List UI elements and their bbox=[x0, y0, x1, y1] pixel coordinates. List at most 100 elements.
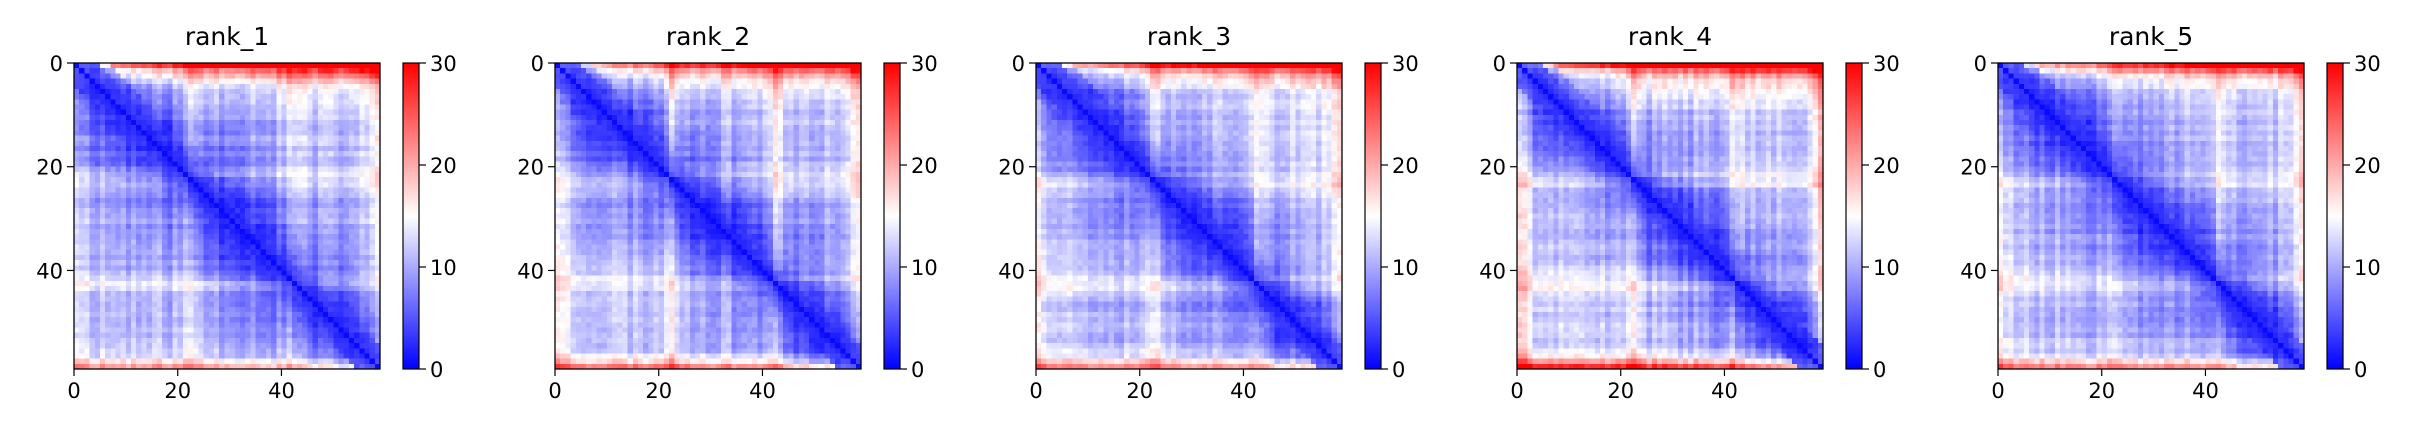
heatmap-cell bbox=[229, 306, 236, 313]
heatmap-cell bbox=[219, 311, 226, 318]
heatmap-cell bbox=[752, 114, 758, 121]
heatmap-cell bbox=[131, 171, 137, 178]
heatmap-cell bbox=[141, 197, 148, 204]
heatmap-cell bbox=[167, 99, 174, 106]
heatmap-cell bbox=[286, 286, 293, 292]
heatmap-cell bbox=[219, 208, 226, 215]
heatmap-cell bbox=[271, 244, 277, 251]
heatmap-cell bbox=[317, 99, 324, 106]
heatmap-cell bbox=[359, 348, 366, 355]
heatmap-cell bbox=[271, 286, 277, 292]
heatmap-cell bbox=[648, 182, 655, 189]
heatmap-cell bbox=[203, 68, 210, 74]
heatmap-cell bbox=[689, 151, 696, 157]
heatmap-cell bbox=[726, 68, 732, 74]
heatmap-cell bbox=[829, 63, 836, 69]
x-tick-label: 0 bbox=[67, 379, 80, 403]
heatmap-cell bbox=[632, 177, 639, 183]
heatmap-cell bbox=[177, 337, 184, 344]
heatmap-cell bbox=[343, 280, 350, 287]
heatmap-cell bbox=[229, 322, 236, 329]
heatmap-cell bbox=[312, 223, 319, 230]
heatmap-cell bbox=[245, 223, 251, 230]
heatmap-cell bbox=[229, 249, 236, 256]
heatmap-cell bbox=[333, 187, 340, 194]
heatmap-cell bbox=[99, 286, 106, 292]
heatmap-cell bbox=[354, 151, 360, 157]
heatmap-cell bbox=[359, 239, 366, 246]
heatmap-cell bbox=[188, 120, 194, 126]
heatmap-cell bbox=[286, 120, 293, 126]
heatmap-cell bbox=[131, 63, 137, 69]
heatmap-cell bbox=[855, 78, 862, 85]
heatmap-cell bbox=[695, 135, 701, 142]
heatmap-cell bbox=[560, 63, 566, 69]
heatmap-cell bbox=[757, 68, 764, 74]
heatmap-cell bbox=[322, 203, 329, 209]
heatmap-cell bbox=[265, 213, 272, 220]
heatmap-cell bbox=[291, 306, 298, 313]
heatmap-cell bbox=[156, 135, 163, 142]
heatmap-cell bbox=[245, 156, 251, 163]
heatmap-cell bbox=[814, 125, 821, 132]
heatmap-cell bbox=[193, 249, 200, 256]
heatmap-cell bbox=[136, 322, 143, 329]
heatmap-cell bbox=[778, 140, 784, 147]
heatmap-cell bbox=[814, 114, 821, 121]
heatmap-cell bbox=[772, 63, 779, 69]
heatmap-cell bbox=[591, 171, 598, 178]
heatmap-cell bbox=[84, 63, 91, 69]
heatmap-cell bbox=[224, 145, 231, 152]
heatmap-cell bbox=[79, 337, 85, 344]
heatmap-cell bbox=[617, 151, 624, 157]
heatmap-cell bbox=[167, 125, 174, 132]
heatmap-cell bbox=[850, 140, 857, 147]
heatmap-cell bbox=[224, 197, 231, 204]
heatmap-cell bbox=[260, 130, 267, 137]
heatmap-cell bbox=[271, 348, 277, 355]
heatmap-cell bbox=[596, 109, 603, 116]
heatmap-cell bbox=[643, 73, 649, 80]
heatmap-cell bbox=[674, 68, 681, 74]
heatmap-cell bbox=[250, 83, 257, 90]
heatmap-cell bbox=[354, 306, 360, 313]
heatmap-cell bbox=[333, 156, 340, 163]
heatmap-cell bbox=[669, 135, 675, 142]
heatmap-cell bbox=[105, 254, 111, 261]
heatmap-cell bbox=[162, 94, 168, 100]
heatmap-cell bbox=[151, 109, 158, 116]
heatmap-cell bbox=[162, 88, 168, 95]
heatmap-cell bbox=[291, 327, 298, 334]
heatmap-cell bbox=[74, 130, 80, 137]
heatmap-cell bbox=[255, 94, 262, 100]
heatmap-cell bbox=[182, 140, 189, 147]
heatmap-cell bbox=[203, 306, 210, 313]
heatmap-cell bbox=[348, 327, 355, 334]
heatmap-cell bbox=[276, 358, 283, 365]
heatmap-cell bbox=[322, 208, 329, 215]
heatmap-cell bbox=[255, 166, 262, 173]
heatmap-cell bbox=[312, 239, 319, 246]
heatmap-cell bbox=[783, 78, 789, 85]
heatmap-cell bbox=[343, 171, 350, 178]
heatmap-cell bbox=[643, 156, 649, 163]
heatmap-cell bbox=[115, 63, 122, 69]
heatmap-cell bbox=[669, 125, 675, 132]
heatmap-cell bbox=[245, 286, 251, 292]
heatmap-cell bbox=[606, 99, 613, 106]
heatmap-cell bbox=[141, 280, 148, 287]
heatmap-cell bbox=[276, 332, 283, 339]
heatmap-cell bbox=[182, 234, 189, 240]
heatmap-cell bbox=[835, 68, 841, 74]
heatmap-cell bbox=[752, 125, 758, 132]
heatmap-cell bbox=[105, 249, 111, 256]
heatmap-cell bbox=[156, 68, 163, 74]
heatmap-cell bbox=[674, 130, 681, 137]
heatmap-cell bbox=[286, 296, 293, 303]
heatmap-cell bbox=[312, 286, 319, 292]
heatmap-cell bbox=[374, 104, 381, 111]
heatmap-cell bbox=[260, 182, 267, 189]
heatmap-cell bbox=[281, 120, 288, 126]
heatmap-cell bbox=[136, 244, 143, 251]
heatmap-cell bbox=[265, 306, 272, 313]
